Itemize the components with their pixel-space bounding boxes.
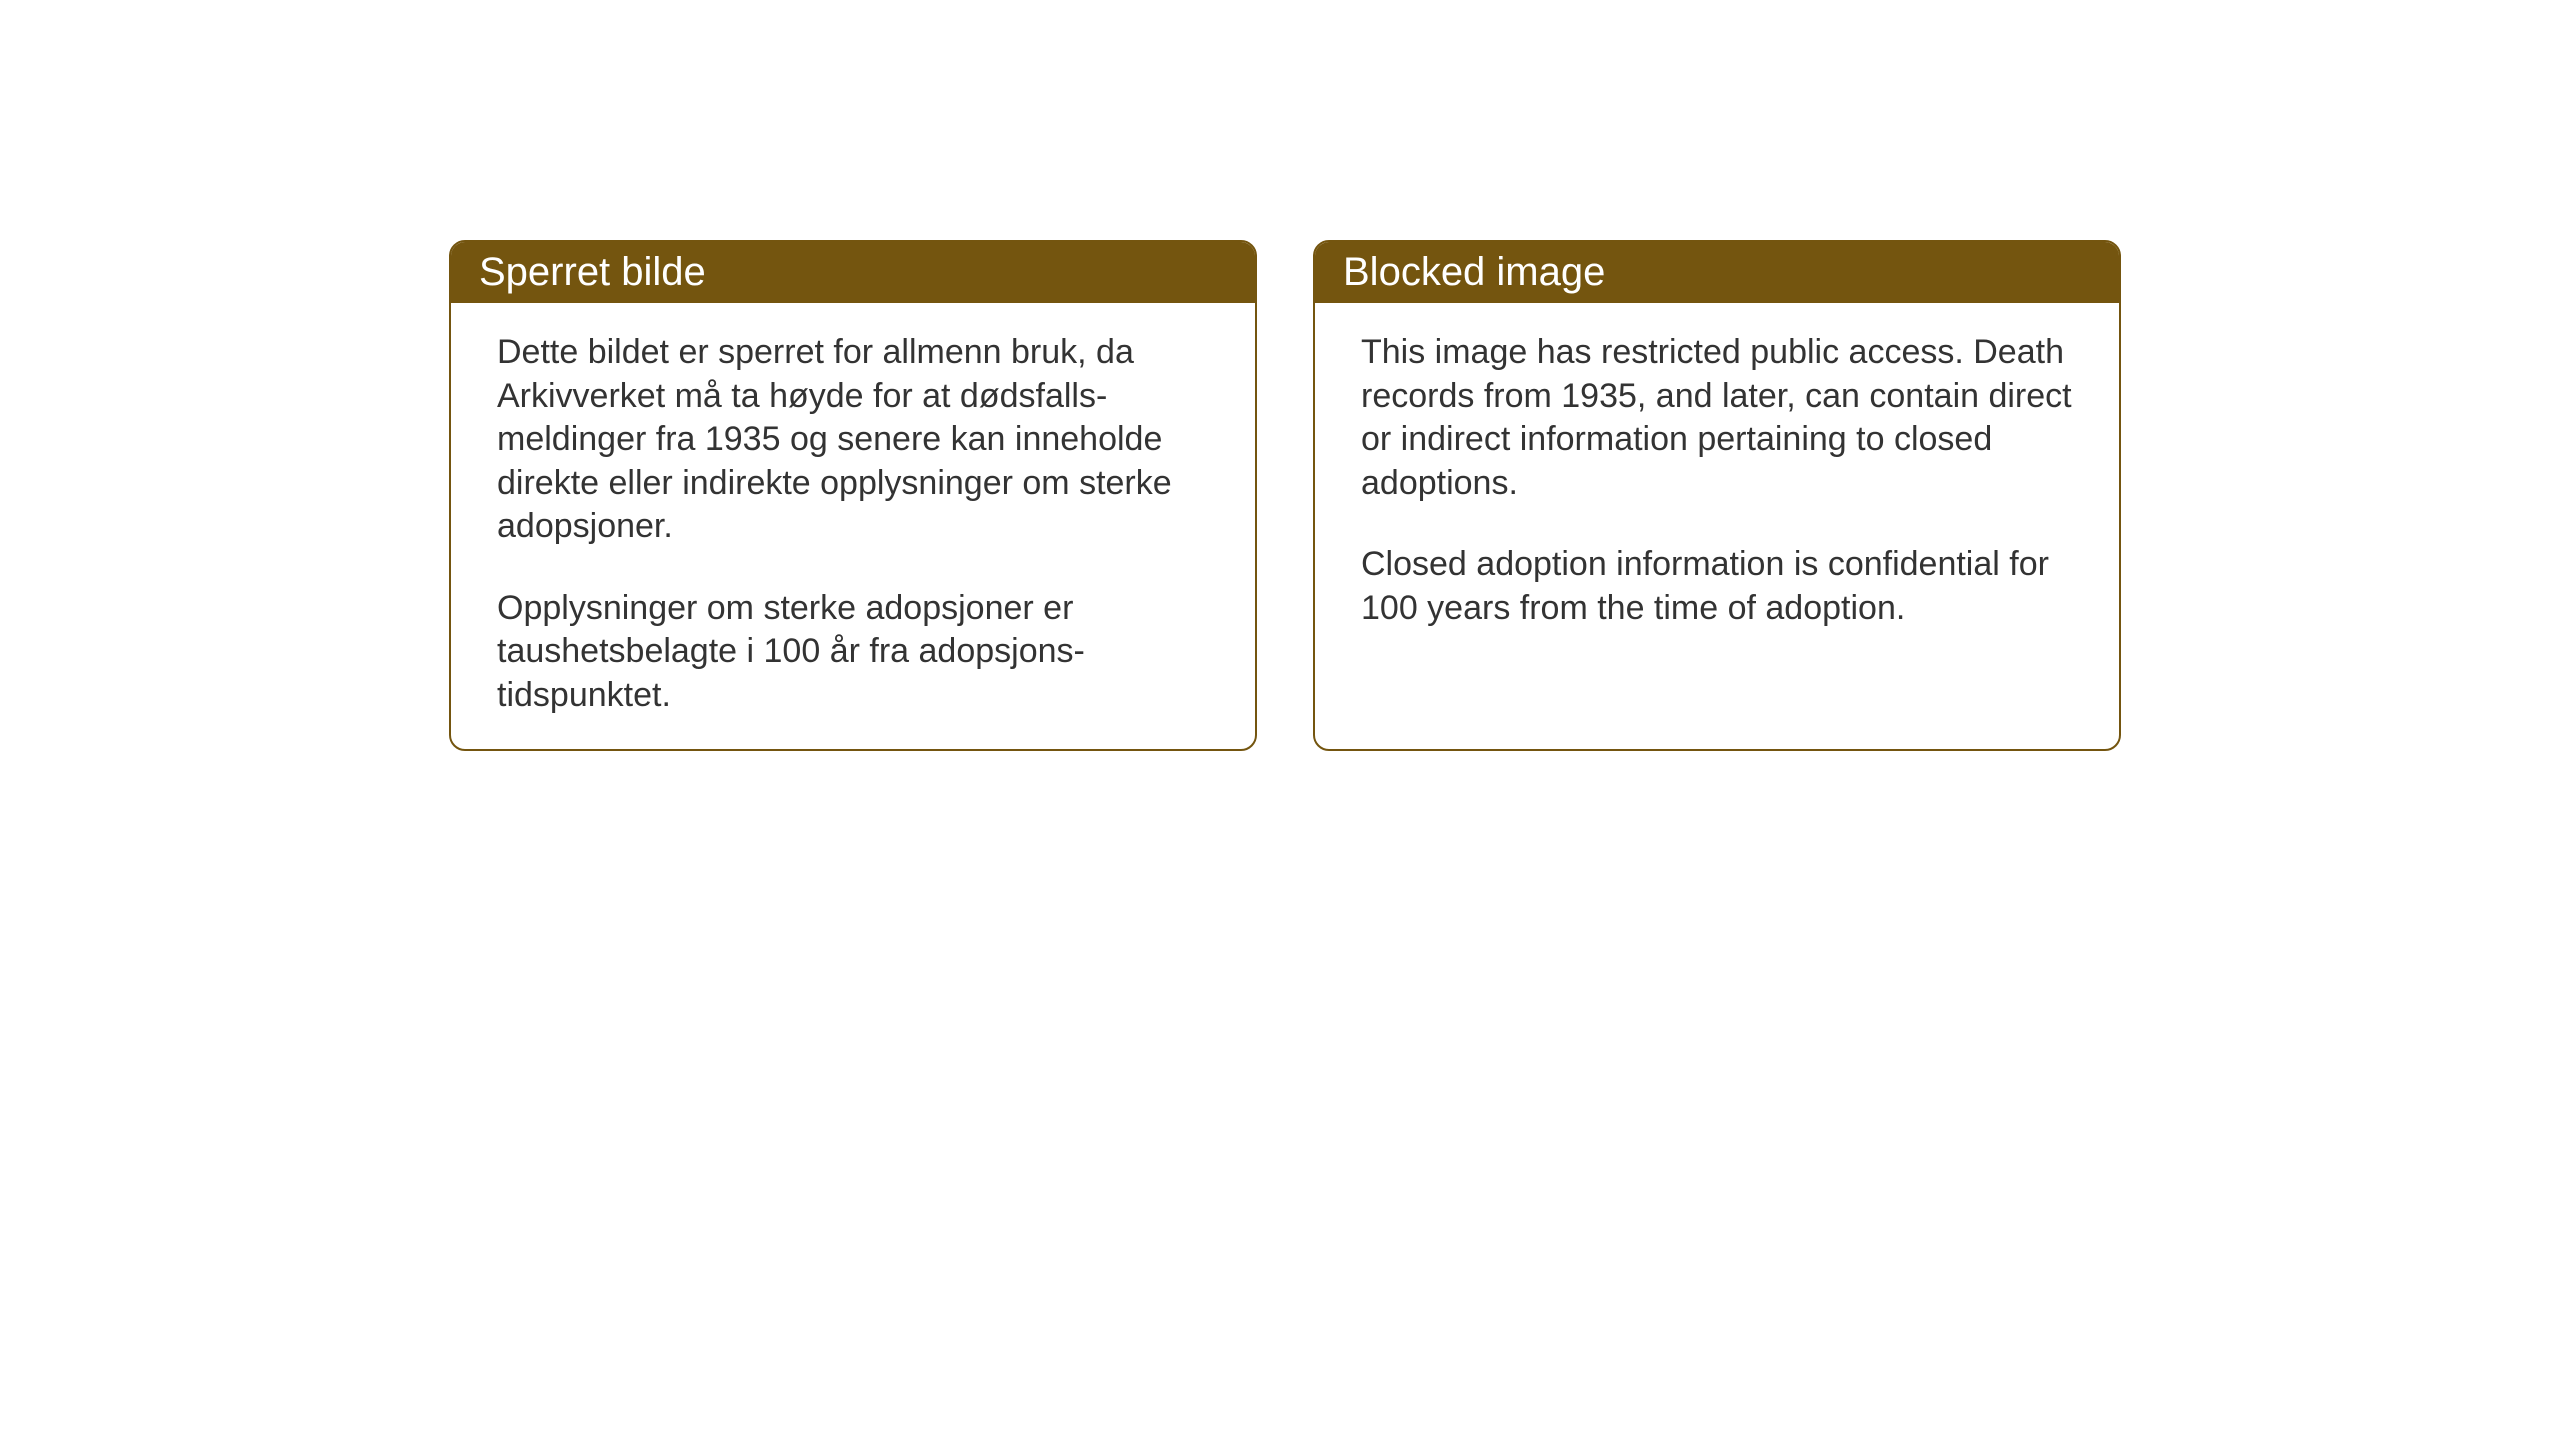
norwegian-paragraph-2: Opplysninger om sterke adopsjoner er tau… [497, 587, 1209, 718]
norwegian-card-body: Dette bildet er sperret for allmenn bruk… [451, 303, 1255, 749]
english-card: Blocked image This image has restricted … [1313, 240, 2121, 751]
english-paragraph-1: This image has restricted public access.… [1361, 331, 2073, 505]
english-card-title: Blocked image [1343, 250, 1605, 294]
norwegian-paragraph-1: Dette bildet er sperret for allmenn bruk… [497, 331, 1209, 549]
english-card-body: This image has restricted public access.… [1315, 303, 2119, 662]
english-card-header: Blocked image [1315, 242, 2119, 303]
norwegian-card-header: Sperret bilde [451, 242, 1255, 303]
norwegian-card: Sperret bilde Dette bildet er sperret fo… [449, 240, 1257, 751]
norwegian-card-title: Sperret bilde [479, 250, 706, 294]
cards-container: Sperret bilde Dette bildet er sperret fo… [449, 240, 2121, 751]
english-paragraph-2: Closed adoption information is confident… [1361, 543, 2073, 630]
